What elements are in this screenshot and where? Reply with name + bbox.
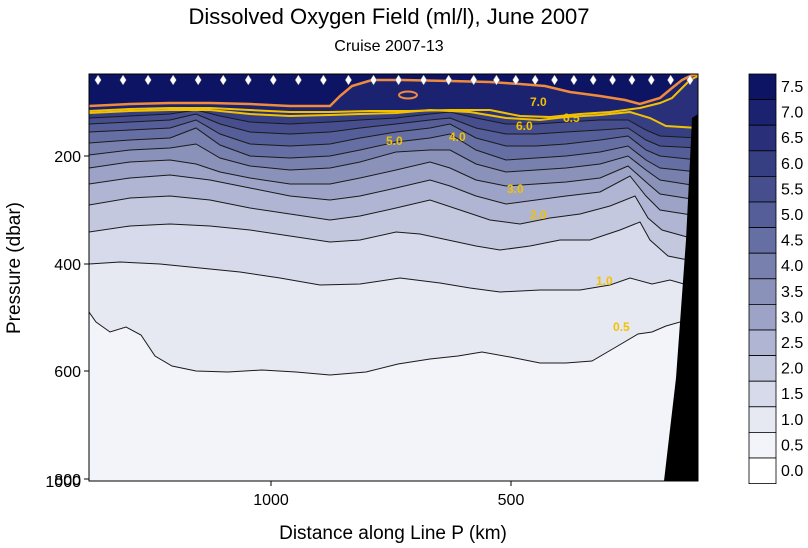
- y-tick-label-200: 200: [54, 149, 81, 166]
- contour-line-2: [89, 221, 698, 263]
- colorbar-label: 7.0: [781, 105, 803, 122]
- chart-subtitle: Cruise 2007-13: [334, 38, 444, 55]
- colorbar-label: 0.5: [781, 437, 803, 454]
- colorbar: 7.5 7.0 6.5 6.0 5.5 5.0 4.5 4.0 3.5 3.0 2.5 2.0 1.5 1…: [748, 73, 803, 485]
- contour-label-4-0: 4.0: [449, 130, 466, 144]
- y-tick-label-400: 400: [54, 257, 81, 274]
- contour-loop-7-5: [398, 90, 418, 100]
- contour-line-7-0: [89, 74, 698, 108]
- y-tick-label-1000: 1000: [45, 474, 81, 491]
- colorbar-label: 1.0: [781, 412, 803, 429]
- contour-line-8: [89, 119, 698, 161]
- colorbar-swatch: [748, 329, 777, 357]
- colorbar-swatch: [748, 175, 777, 203]
- contour-line-5: [89, 159, 698, 201]
- colorbar-swatch: [748, 355, 777, 382]
- colorbar-label: 7.5: [781, 79, 803, 96]
- station-marker: [570, 74, 578, 86]
- station-marker: [344, 74, 352, 86]
- station-marker: [667, 74, 675, 86]
- contour-label-3-0: 3.0: [507, 182, 524, 196]
- bottom-topography: [664, 114, 698, 481]
- colorbar-swatch: [748, 278, 777, 305]
- colorbar-label: 0.0: [781, 463, 803, 480]
- colorbar-swatch: [748, 124, 777, 152]
- y-axis-label: Pressure (dbar): [4, 202, 25, 334]
- station-marker: [294, 74, 302, 86]
- band-7-0-7-5: [89, 74, 698, 106]
- colorbar-swatch: [748, 227, 777, 254]
- station-marker: [370, 74, 378, 86]
- contour-line-7: [89, 127, 698, 173]
- colorbar-label: 3.0: [781, 309, 803, 326]
- colorbar-swatch: [748, 457, 777, 485]
- station-marker: [512, 74, 520, 86]
- colorbar-label: 6.5: [781, 130, 803, 147]
- contour-line-4: [89, 174, 698, 217]
- y-tick-label-800: 800: [54, 472, 81, 489]
- colorbar-swatch: [748, 252, 777, 280]
- contour-line-3: [89, 195, 698, 241]
- contour-line-9: [89, 113, 698, 149]
- contour-label-1-0: 1.0: [596, 274, 613, 288]
- station-marker: [219, 74, 227, 86]
- station-marker: [420, 74, 428, 86]
- colorbar-label: 1.5: [781, 386, 803, 403]
- colorbar-label: 4.5: [781, 233, 803, 250]
- station-marker: [686, 74, 694, 86]
- contour-label-6-5: 6.5: [563, 111, 580, 125]
- colorbar-swatch: [748, 73, 777, 101]
- colorbar-label: 3.5: [781, 284, 803, 301]
- colorbar-swatch: [748, 150, 777, 177]
- station-marker: [94, 74, 102, 86]
- colorbar-label: 5.0: [781, 207, 803, 224]
- plot-area: [89, 74, 698, 481]
- station-marker: [144, 74, 152, 86]
- station-marker: [647, 74, 655, 86]
- contour-label-5-0: 5.0: [386, 134, 403, 148]
- station-marker: [551, 74, 559, 86]
- station-marker: [119, 74, 127, 86]
- contour-label-2-0: 2.0: [530, 208, 547, 222]
- contour-label-7-0: 7.0: [530, 95, 547, 109]
- contour-label-0-5: 0.5: [613, 320, 630, 334]
- colorbar-swatch: [748, 99, 777, 126]
- colorbar-label: 5.5: [781, 181, 803, 198]
- contour-line-6-5: [89, 75, 698, 119]
- contour-line-1: [89, 261, 698, 293]
- chart-title: Dissolved Oxygen Field (ml/l), June 2007: [188, 4, 590, 29]
- station-marker: [609, 74, 617, 86]
- colorbar-swatch: [748, 380, 777, 408]
- station-marker: [470, 74, 478, 86]
- x-tick-label-1000: 1000: [253, 492, 289, 509]
- station-marker: [244, 74, 252, 86]
- plot-frame: [88, 73, 699, 482]
- contour-line-0: [89, 311, 698, 376]
- station-marker: [492, 74, 500, 86]
- station-marker: [169, 74, 177, 86]
- colorbar-label: 2.5: [781, 335, 803, 352]
- station-marker: [628, 74, 636, 86]
- station-marker: [531, 74, 539, 86]
- colorbar-label: 6.0: [781, 156, 803, 173]
- station-marker: [194, 74, 202, 86]
- y-tick-label-600: 600: [54, 364, 81, 381]
- colorbar-swatch: [748, 406, 777, 433]
- x-tick-label-500: 500: [498, 492, 525, 509]
- contour-line-10: [89, 109, 698, 139]
- colorbar-swatch: [748, 201, 777, 229]
- station-marker: [269, 74, 277, 86]
- colorbar-swatch: [748, 303, 777, 331]
- station-marker: [319, 74, 327, 86]
- contour-label-6-0: 6.0: [516, 119, 533, 133]
- colorbar-label: 2.0: [781, 361, 803, 378]
- station-marker: [445, 74, 453, 86]
- contour-line-6: [89, 143, 698, 187]
- x-axis-label: Distance along Line P (km): [279, 523, 507, 544]
- colorbar-label: 4.0: [781, 258, 803, 275]
- colorbar-swatch: [748, 431, 777, 459]
- station-marker: [589, 74, 597, 86]
- station-marker: [395, 74, 403, 86]
